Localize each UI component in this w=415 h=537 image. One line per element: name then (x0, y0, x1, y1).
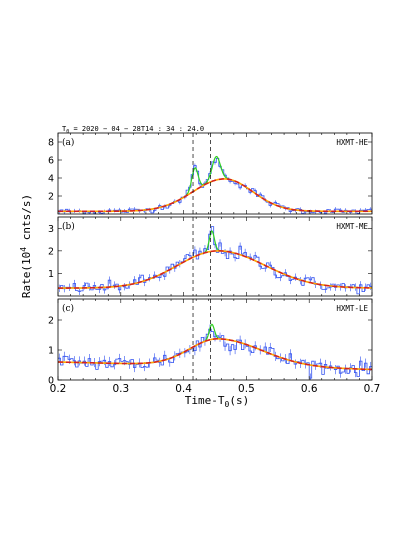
data-histogram (58, 226, 372, 295)
y-tick-label: 0 (48, 376, 54, 387)
time-reference-label: T0 = 2020 − 04 − 28T14 : 34 : 24.0 (62, 125, 204, 135)
y-tick-label: 4 (48, 174, 54, 185)
y-tick-label: 8 (48, 138, 54, 149)
y-tick-label: 2 (48, 246, 54, 257)
x-tick-labels: 0.2 0.3 0.4 0.5 0.6 0.7 (50, 383, 381, 395)
y-tick-label: 2 (48, 316, 54, 327)
y-tick-label: 6 (48, 156, 54, 167)
x-tick-label: 0.4 (175, 383, 192, 395)
y-tick-label: 1 (48, 269, 54, 280)
total-model-curve (58, 178, 372, 213)
total-model-curve (58, 250, 372, 289)
panel-frame (57, 216, 373, 297)
x-axis-label: Time-T0(s) (185, 394, 249, 409)
instrument-label: HXMT-HE (336, 138, 368, 147)
panel-he: 2 4 6 8 (a) HXMT-HE (48, 132, 373, 215)
x-tick-label: 0.2 (50, 383, 67, 395)
y-tick-label: 1 (48, 346, 54, 357)
instrument-label: HXMT-LE (336, 304, 368, 313)
peaks-model-curve (58, 230, 372, 289)
panel-frame (57, 132, 373, 215)
panel-label: (b) (62, 221, 75, 232)
x-tick-label: 0.5 (238, 383, 255, 395)
smooth-model-curve (58, 338, 372, 371)
data-histogram (58, 158, 372, 215)
peaks-model-curve (58, 155, 372, 212)
x-tick-label: 0.7 (364, 383, 381, 395)
smooth-model-curve (58, 250, 372, 289)
y-tick-label: 2 (48, 192, 54, 203)
instrument-label: HXMT-ME (336, 222, 368, 231)
panel-label: (c) (62, 303, 74, 314)
panel-label: (a) (62, 137, 74, 148)
smooth-model-curve (58, 178, 372, 213)
x-tick-label: 0.6 (301, 383, 318, 395)
x-tick-label: 0.3 (112, 383, 129, 395)
panel-me: 1 2 3 (b) HXMT-ME (48, 216, 373, 297)
panel-frame (57, 298, 373, 381)
panel-le: 0 1 2 (c) HXMT-LE (48, 298, 373, 387)
y-tick-label: 3 (48, 224, 54, 235)
y-axis-label: Rate(104 cnts/s) (19, 194, 33, 298)
total-model-curve (58, 338, 372, 371)
